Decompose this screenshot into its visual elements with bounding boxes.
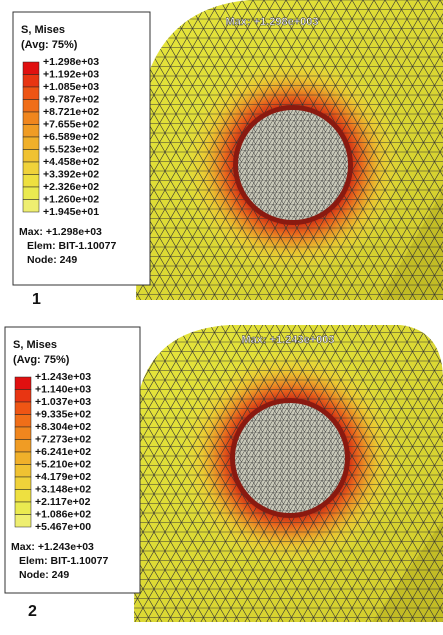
legend-level: +9.335e+02 (35, 408, 91, 420)
legend-level: +5.467e+00 (35, 521, 91, 533)
legend-subtitle: (Avg: 75%) (13, 354, 70, 366)
element: Elem: BIT-1.10077 (27, 240, 116, 252)
max-value: Max: +1.243e+03 (11, 541, 94, 553)
legend-level: +1.260e+02 (43, 193, 99, 205)
legend-level: +1.243e+03 (35, 371, 91, 383)
legend-swatch (22, 186, 40, 200)
legend-level: +4.458e+02 (43, 156, 99, 168)
legend-level: +6.589e+02 (43, 131, 99, 143)
legend-swatch (22, 61, 40, 75)
legend-level: +5.210e+02 (35, 458, 91, 470)
panel: Max: +1.243e+003 S, Mises (Avg: 75%) +1.243… (4, 325, 443, 622)
legend-swatch (14, 414, 32, 428)
legend-level: +3.148e+02 (35, 483, 91, 495)
legend-swatch (14, 401, 32, 415)
legend-swatch (14, 489, 32, 503)
legend-level: +7.273e+02 (35, 433, 91, 445)
legend-swatch (14, 514, 32, 528)
legend-title: S, Mises (13, 339, 57, 351)
max-annotation: Max: +1.243e+003 (242, 334, 335, 346)
legend-level: +5.523e+02 (43, 143, 99, 155)
legend-level: +7.655e+02 (43, 118, 99, 130)
legend-swatch (22, 111, 40, 125)
panel-label: 1 (32, 291, 41, 308)
legend-swatch (22, 174, 40, 188)
legend-level: +9.787e+02 (43, 93, 99, 105)
legend-swatch (14, 464, 32, 478)
legend-level: +1.085e+03 (43, 81, 99, 93)
element: Elem: BIT-1.10077 (19, 555, 108, 567)
panel: Max: +1.298e+003 S, Mises (Avg: 75%) +1.298… (12, 0, 443, 308)
legend-level: +2.326e+02 (43, 181, 99, 193)
legend-swatch (14, 439, 32, 453)
panel-label: 2 (28, 603, 37, 620)
legend-level: +4.179e+02 (35, 471, 91, 483)
legend-swatch (22, 99, 40, 113)
legend-subtitle: (Avg: 75%) (21, 39, 78, 51)
max-value: Max: +1.298e+03 (19, 226, 102, 238)
hole-mesh (235, 403, 345, 513)
legend-level: +2.117e+02 (35, 496, 91, 508)
legend-swatch (14, 476, 32, 490)
legend-level: +1.086e+02 (35, 508, 91, 520)
legend-swatch (22, 86, 40, 100)
legend-level: +6.241e+02 (35, 446, 91, 458)
legend-level: +8.304e+02 (35, 421, 91, 433)
legend-level: +8.721e+02 (43, 106, 99, 118)
node: Node: 249 (19, 569, 69, 581)
legend-swatch (22, 199, 40, 213)
legend-level: +1.192e+03 (43, 68, 99, 80)
legend-swatch (22, 74, 40, 88)
legend-swatch (22, 136, 40, 150)
legend-level: +1.298e+03 (43, 56, 99, 68)
legend-swatch (22, 149, 40, 163)
legend-level: +1.945e+01 (43, 206, 99, 218)
hole-mesh (238, 110, 348, 220)
legend-swatch (22, 161, 40, 175)
legend-level: +1.037e+03 (35, 396, 91, 408)
legend-swatch (14, 451, 32, 465)
node: Node: 249 (27, 254, 77, 266)
legend-level: +3.392e+02 (43, 168, 99, 180)
max-annotation: Max: +1.298e+003 (226, 16, 319, 28)
legend-swatch (14, 389, 32, 403)
legend-level: +1.140e+03 (35, 383, 91, 395)
legend-swatch (14, 376, 32, 390)
legend-swatch (14, 501, 32, 515)
legend-title: S, Mises (21, 24, 65, 36)
legend-swatch (22, 124, 40, 138)
legend-swatch (14, 426, 32, 440)
